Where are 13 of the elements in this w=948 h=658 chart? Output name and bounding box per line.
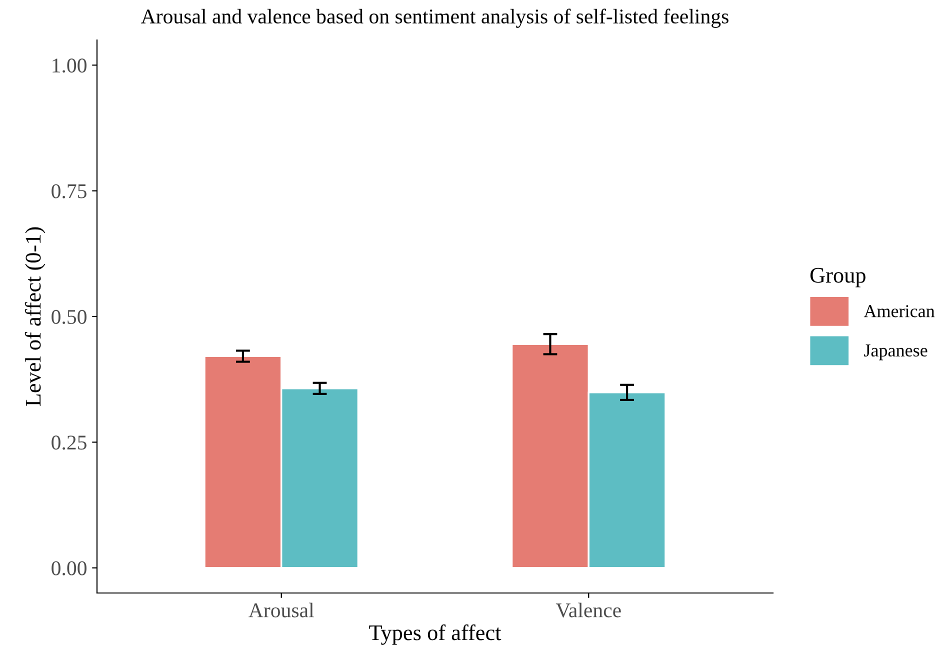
legend-title: Group <box>810 268 866 288</box>
x-tick-label: Valence <box>556 602 621 618</box>
y-tick-label: 0.75 <box>52 184 86 198</box>
legend-label: Japanese <box>864 344 928 360</box>
y-tick-label: 0.50 <box>52 310 86 324</box>
y-tick-label: 0.25 <box>52 436 86 450</box>
x-tick-label: Arousal <box>248 602 314 618</box>
y-tick-label: 1.00 <box>52 58 86 73</box>
y-tick-label: 0.00 <box>52 561 86 576</box>
chart-title: Arousal and valence based on sentiment analysis of self-listed feelings <box>141 8 728 28</box>
x-axis-title: Types of affect <box>369 624 502 645</box>
y-axis-title: Level of affect (0-1) <box>24 227 46 406</box>
legend-label: American <box>864 305 935 318</box>
